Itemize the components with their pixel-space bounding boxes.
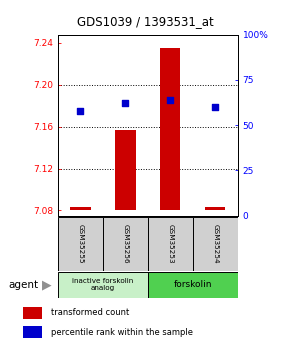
Point bbox=[123, 100, 128, 106]
Text: transformed count: transformed count bbox=[51, 308, 129, 317]
FancyBboxPatch shape bbox=[58, 217, 103, 271]
FancyBboxPatch shape bbox=[148, 217, 193, 271]
Bar bbox=[160, 48, 180, 210]
Point bbox=[213, 104, 218, 110]
Text: inactive forskolin
analog: inactive forskolin analog bbox=[72, 278, 134, 292]
FancyBboxPatch shape bbox=[148, 272, 238, 298]
Text: GSM35253: GSM35253 bbox=[167, 224, 173, 264]
Point bbox=[168, 97, 173, 102]
Bar bbox=[115, 130, 135, 210]
Text: agent: agent bbox=[9, 280, 39, 290]
FancyBboxPatch shape bbox=[58, 272, 148, 298]
Bar bbox=[70, 207, 90, 210]
FancyBboxPatch shape bbox=[103, 217, 148, 271]
Bar bbox=[23, 307, 41, 318]
Bar bbox=[205, 207, 225, 210]
Text: GDS1039 / 1393531_at: GDS1039 / 1393531_at bbox=[77, 16, 213, 29]
Text: GSM35255: GSM35255 bbox=[77, 224, 84, 264]
Text: GSM35254: GSM35254 bbox=[212, 224, 218, 264]
FancyBboxPatch shape bbox=[193, 217, 238, 271]
Text: ▶: ▶ bbox=[42, 278, 52, 292]
Text: forskolin: forskolin bbox=[174, 280, 212, 289]
Text: GSM35256: GSM35256 bbox=[122, 224, 128, 264]
Point bbox=[78, 108, 83, 113]
Bar bbox=[23, 326, 41, 338]
Text: percentile rank within the sample: percentile rank within the sample bbox=[51, 328, 193, 337]
